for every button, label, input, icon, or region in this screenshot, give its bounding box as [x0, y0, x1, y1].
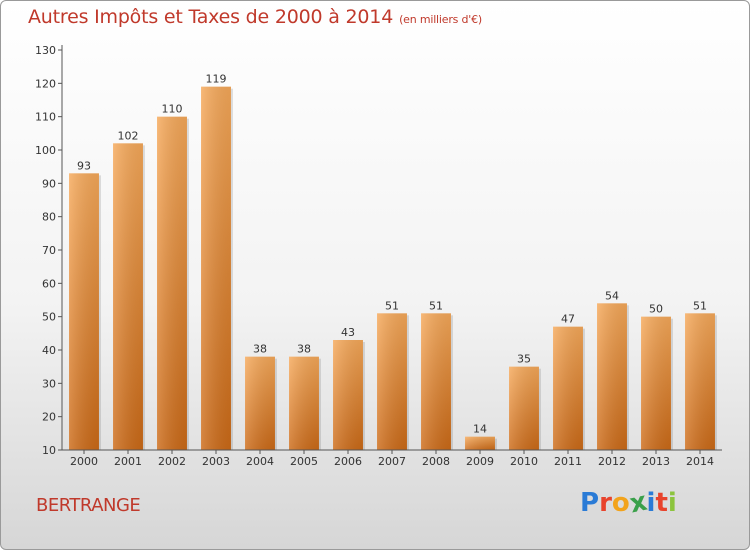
data-label: 14 — [473, 423, 487, 436]
bar-highlight — [289, 356, 319, 450]
data-label: 102 — [118, 129, 139, 142]
logo-letter: t — [655, 488, 668, 518]
data-label: 50 — [649, 303, 663, 316]
bar-highlight — [421, 313, 451, 450]
logo-letter: P — [580, 488, 600, 518]
bar-highlight — [641, 316, 671, 450]
x-tick-label: 2006 — [334, 455, 362, 468]
location-label: BERTRANGE — [36, 495, 141, 516]
bar-highlight — [333, 340, 363, 450]
x-tick-label: 2000 — [70, 455, 98, 468]
x-tick-label: 2011 — [554, 455, 582, 468]
bar-highlight — [201, 86, 231, 451]
chart-subtitle: (en milliers d'€) — [399, 13, 482, 26]
data-label: 93 — [77, 159, 91, 172]
x-tick-label: 2009 — [466, 455, 494, 468]
x-tick-label: 2003 — [202, 455, 230, 468]
y-tick-label: 100 — [35, 144, 56, 157]
logo-letter: i — [646, 488, 656, 518]
y-tick-label: 130 — [35, 44, 56, 57]
logo-letter: i — [667, 488, 677, 518]
data-label: 110 — [162, 103, 183, 116]
y-tick-label: 60 — [42, 277, 56, 290]
data-label: 35 — [517, 353, 531, 366]
x-tick-label: 2012 — [598, 455, 626, 468]
data-label: 43 — [341, 326, 355, 339]
x-tick-label: 2001 — [114, 455, 142, 468]
bar-highlight — [685, 313, 715, 450]
y-tick-label: 20 — [42, 411, 56, 424]
axes-group: 2000 2001 2002 2003 2004 2005 2006 2007 2008 2009… — [35, 44, 722, 468]
data-label: 47 — [561, 313, 575, 326]
bar-highlight — [157, 116, 187, 451]
x-tick-label: 2004 — [246, 455, 274, 468]
bar-highlight — [245, 356, 275, 450]
x-tick-label: 2002 — [158, 455, 186, 468]
y-tick-label: 110 — [35, 111, 56, 124]
proxiti-logo[interactable]: Proxiti — [580, 487, 677, 520]
y-tick-label: 70 — [42, 244, 56, 257]
bar-highlight — [377, 313, 407, 450]
data-label: 51 — [385, 299, 399, 312]
data-label: 51 — [693, 299, 707, 312]
bar-highlight — [597, 303, 627, 450]
data-label: 119 — [206, 73, 227, 86]
bar-highlight — [509, 366, 539, 450]
data-label: 38 — [297, 343, 311, 356]
y-tick-label: 120 — [35, 77, 56, 90]
x-tick-label: 2010 — [510, 455, 538, 468]
logo-letter: r — [599, 488, 612, 518]
x-tick-label: 2005 — [290, 455, 318, 468]
bar-highlight — [113, 143, 143, 451]
bar-highlight — [553, 326, 583, 450]
bar-highlight — [465, 436, 495, 450]
data-label: 51 — [429, 299, 443, 312]
data-label: 54 — [605, 289, 619, 302]
y-tick-label: 30 — [42, 377, 56, 390]
data-label: 38 — [253, 343, 267, 356]
x-tick-label: 2014 — [686, 455, 714, 468]
x-tick-label: 2013 — [642, 455, 670, 468]
y-tick-label: 80 — [42, 211, 56, 224]
logo-letter: o — [611, 488, 630, 518]
y-tick-label: 90 — [42, 177, 56, 190]
x-tick-label: 2007 — [378, 455, 406, 468]
x-tick-label: 2008 — [422, 455, 450, 468]
chart-title: Autres Impôts et Taxes de 2000 à 2014 (en… — [28, 6, 482, 28]
y-tick-label: 50 — [42, 311, 56, 324]
y-tick-label: 40 — [42, 344, 56, 357]
chart-title-text: Autres Impôts et Taxes de 2000 à 2014 — [28, 6, 394, 28]
bar-highlight — [69, 173, 99, 451]
bars-group: 93 102 110 119 38 38 43 51 51 14 35 47 54 50 51 — [69, 73, 717, 451]
y-tick-label: 10 — [42, 444, 56, 457]
